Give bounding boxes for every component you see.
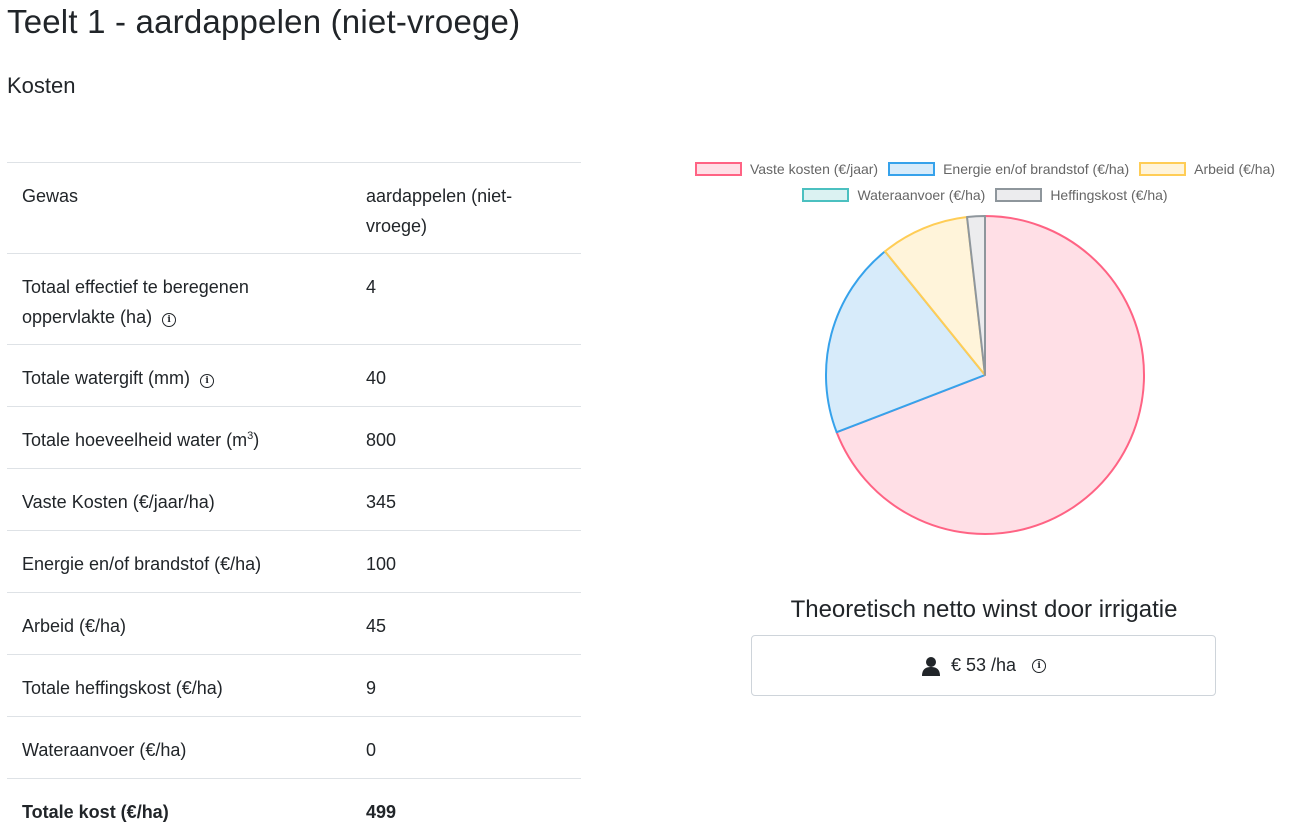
row-label-text: Wateraanvoer (€/ha) <box>22 740 186 760</box>
legend-item[interactable]: Energie en/of brandstof (€/ha) <box>888 161 1129 177</box>
section-title: Kosten <box>7 73 76 99</box>
row-label: Totale hoeveelheid water (m3) <box>7 407 351 469</box>
legend-item[interactable]: Heffingskost (€/ha) <box>995 187 1167 203</box>
page-title: Teelt 1 - aardappelen (niet-vroege) <box>7 3 520 41</box>
row-value: aardappelen (niet-vroege) <box>351 163 581 254</box>
table-row: Wateraanvoer (€/ha) 0 <box>7 717 581 779</box>
info-icon[interactable]: i <box>1032 659 1046 673</box>
row-label: Wateraanvoer (€/ha) <box>7 717 351 779</box>
row-label-tail: ) <box>253 430 259 450</box>
legend-item[interactable]: Vaste kosten (€/jaar) <box>695 161 878 177</box>
row-value: 45 <box>351 593 581 655</box>
row-value: 100 <box>351 531 581 593</box>
row-label: Arbeid (€/ha) <box>7 593 351 655</box>
table-row: Arbeid (€/ha) 45 <box>7 593 581 655</box>
legend-swatch <box>1139 162 1186 176</box>
table-row: Vaste Kosten (€/jaar/ha) 345 <box>7 469 581 531</box>
total-row: Totale kost (€/ha)499 <box>7 779 581 837</box>
table-row: Gewas aardappelen (niet-vroege) <box>7 163 581 254</box>
row-label-text: Vaste Kosten (€/jaar/ha) <box>22 492 215 512</box>
legend-swatch <box>888 162 935 176</box>
row-value: 345 <box>351 469 581 531</box>
row-value: 0 <box>351 717 581 779</box>
row-label: Gewas <box>7 163 351 254</box>
info-icon[interactable]: i <box>200 374 214 388</box>
row-label: Totale watergift (mm) i <box>7 345 351 407</box>
legend-label: Arbeid (€/ha) <box>1194 161 1275 177</box>
profit-title: Theoretisch netto winst door irrigatie <box>751 596 1217 624</box>
total-label: Totale kost (€/ha) <box>7 779 351 837</box>
row-label: Energie en/of brandstof (€/ha) <box>7 531 351 593</box>
cost-pie-chart <box>820 212 1150 542</box>
profit-box: € 53 /ha i <box>751 635 1216 696</box>
table-row: Energie en/of brandstof (€/ha) 100 <box>7 531 581 593</box>
row-label: Totale heffingskost (€/ha) <box>7 655 351 717</box>
legend-swatch <box>802 188 849 202</box>
legend-swatch <box>695 162 742 176</box>
table-row: Totale watergift (mm) i 40 <box>7 345 581 407</box>
info-icon[interactable]: i <box>162 313 176 327</box>
table-row: Totaal effectief te beregenen oppervlakt… <box>7 254 581 345</box>
legend-label: Vaste kosten (€/jaar) <box>750 161 878 177</box>
row-label-text: Totale watergift (mm) <box>22 368 190 388</box>
legend-item[interactable]: Wateraanvoer (€/ha) <box>802 187 985 203</box>
legend-label: Energie en/of brandstof (€/ha) <box>943 161 1129 177</box>
costs-table: Gewas aardappelen (niet-vroege) Totaal eff… <box>7 162 581 837</box>
row-label-text: Totaal effectief te beregenen oppervlakt… <box>22 277 249 327</box>
row-label-text: Totale heffingskost (€/ha) <box>22 678 223 698</box>
row-value: 9 <box>351 655 581 717</box>
row-label-text: Arbeid (€/ha) <box>22 616 126 636</box>
chart-legend: Vaste kosten (€/jaar) Energie en/of brand… <box>660 156 1310 208</box>
legend-label: Heffingskost (€/ha) <box>1050 187 1167 203</box>
user-icon <box>921 656 941 676</box>
row-label: Totaal effectief te beregenen oppervlakt… <box>7 254 351 345</box>
table-row: Totale heffingskost (€/ha) 9 <box>7 655 581 717</box>
row-value: 800 <box>351 407 581 469</box>
row-label-text: Energie en/of brandstof (€/ha) <box>22 554 261 574</box>
legend-item[interactable]: Arbeid (€/ha) <box>1139 161 1275 177</box>
legend-swatch <box>995 188 1042 202</box>
row-label-text: Gewas <box>22 186 78 206</box>
total-value: 499 <box>351 779 581 837</box>
table-row: Totale hoeveelheid water (m3)800 <box>7 407 581 469</box>
row-label: Vaste Kosten (€/jaar/ha) <box>7 469 351 531</box>
profit-value: € 53 /ha <box>951 655 1016 676</box>
row-label-text: Totale hoeveelheid water (m <box>22 430 247 450</box>
row-value: 4 <box>351 254 581 345</box>
legend-label: Wateraanvoer (€/ha) <box>857 187 985 203</box>
row-value: 40 <box>351 345 581 407</box>
